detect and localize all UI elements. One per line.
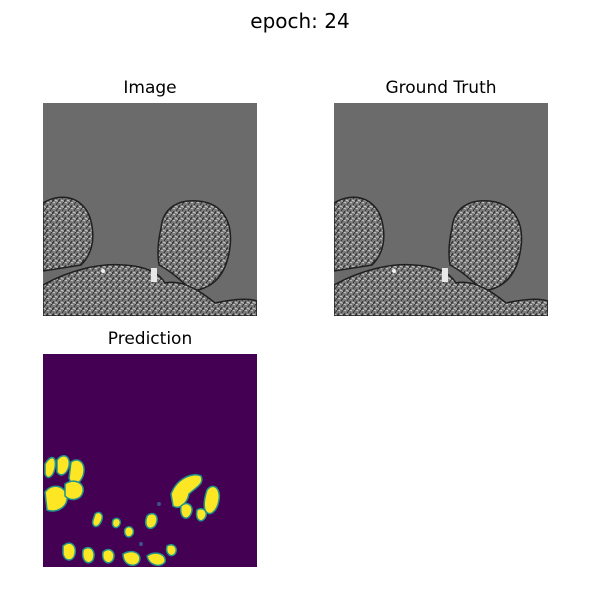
panel-title-image: Image <box>123 78 177 98</box>
image-panel <box>43 103 257 316</box>
prediction-panel <box>43 354 257 567</box>
panel-title-ground-truth: Ground Truth <box>385 78 497 98</box>
panel-title-prediction: Prediction <box>107 329 193 349</box>
ground-truth-panel <box>334 103 548 316</box>
segmentation-prediction-map <box>43 354 257 567</box>
figure-title: epoch: 24 <box>250 9 350 33</box>
mri-slice-ground-truth <box>334 103 548 316</box>
mri-slice-image <box>43 103 257 316</box>
